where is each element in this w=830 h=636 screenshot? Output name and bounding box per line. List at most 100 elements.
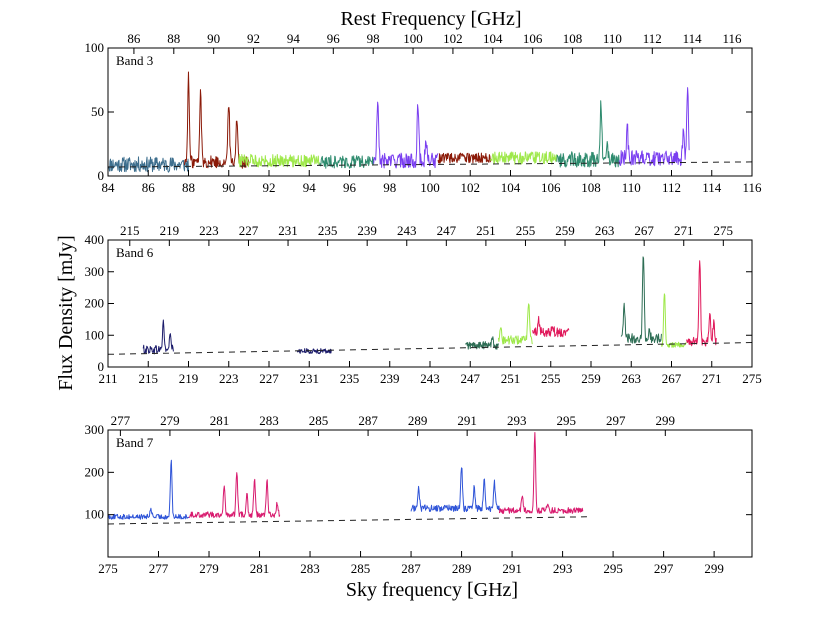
x-tick-label: 100	[420, 180, 440, 195]
x-tick-label: 267	[662, 371, 682, 386]
series-line	[108, 156, 189, 173]
top-x-tick-label: 279	[160, 413, 180, 428]
y-tick-label: 200	[85, 464, 105, 479]
series-line	[620, 256, 662, 344]
x-tick-label: 215	[139, 371, 159, 386]
x-tick-label: 255	[541, 371, 561, 386]
top-x-tick-label: 110	[603, 31, 622, 46]
x-tick-label: 239	[380, 371, 400, 386]
series-line	[437, 152, 491, 164]
top-x-tick-label: 263	[595, 223, 615, 238]
top-x-tick-label: 223	[199, 223, 219, 238]
x-tick-label: 251	[501, 371, 521, 386]
top-x-tick-label: 299	[656, 413, 676, 428]
x-tick-label: 283	[300, 561, 320, 576]
series-line	[556, 100, 620, 168]
x-tick-label: 112	[662, 180, 681, 195]
top-x-tick-label: 98	[367, 31, 380, 46]
y-axis-title: Flux Density [mJy]	[55, 235, 77, 391]
series-line	[660, 293, 687, 348]
x-tick-label: 297	[654, 561, 674, 576]
series-line	[142, 319, 174, 355]
y-tick-label: 100	[85, 507, 105, 522]
top-x-tick-label: 259	[555, 223, 575, 238]
x-tick-label: 287	[401, 561, 421, 576]
top-x-tick-label: 108	[563, 31, 583, 46]
top-x-tick-label: 243	[397, 223, 417, 238]
band-label: Band 3	[116, 53, 153, 68]
top-x-tick-label: 116	[723, 31, 743, 46]
top-x-tick-label: 227	[239, 223, 259, 238]
x-tick-label: 243	[420, 371, 440, 386]
x-tick-label: 108	[581, 180, 601, 195]
x-tick-label: 116	[742, 180, 762, 195]
panel-band-6: 211 215 219 223 227 231 235 239 243 247 251 255 259 2…	[85, 223, 762, 386]
series-line	[183, 71, 250, 169]
top-x-tick-label: 251	[476, 223, 496, 238]
x-tick-label: 275	[98, 561, 118, 576]
x-tick-label: 281	[250, 561, 270, 576]
x-tick-label: 277	[149, 561, 169, 576]
x-tick-label: 102	[461, 180, 481, 195]
panel-band-3: 84 86 88 90 92 94 96 98 100 102 104 106 108 110 112 114…	[85, 31, 763, 195]
top-x-tick-label: 293	[507, 413, 527, 428]
top-x-tick-label: 235	[318, 223, 338, 238]
top-x-tick-label: 287	[358, 413, 378, 428]
x-tick-label: 293	[553, 561, 573, 576]
continuum-line	[107, 161, 753, 168]
top-x-tick-label: 231	[278, 223, 298, 238]
top-x-tick-label: 289	[408, 413, 428, 428]
x-tick-label: 275	[742, 371, 762, 386]
y-tick-label: 300	[85, 264, 105, 279]
x-tick-label: 90	[222, 180, 235, 195]
x-tick-label: 219	[179, 371, 199, 386]
x-tick-label: 98	[383, 180, 396, 195]
bottom-axis-title: Sky frequency [GHz]	[346, 579, 518, 601]
series-line	[373, 101, 439, 169]
top-x-tick-label: 96	[327, 31, 341, 46]
plot-frame	[107, 429, 753, 558]
series-line	[108, 459, 190, 520]
top-x-tick-label: 102	[443, 31, 463, 46]
top-x-tick-label: 267	[634, 223, 654, 238]
x-tick-label: 289	[452, 561, 472, 576]
continuum-line	[107, 516, 588, 525]
x-tick-label: 94	[303, 180, 317, 195]
continuum-line	[107, 342, 753, 355]
top-x-tick-label: 297	[606, 413, 626, 428]
x-tick-label: 86	[142, 180, 156, 195]
x-tick-label: 114	[702, 180, 722, 195]
series-group	[108, 71, 690, 173]
series-line	[238, 153, 320, 168]
series-line	[318, 155, 375, 169]
series-group	[108, 431, 584, 520]
y-tick-label: 200	[85, 296, 105, 311]
panel-band-7: 275 277 279 281 283 285 287 289 291 293 295 297 299 2…	[85, 413, 753, 576]
x-tick-label: 84	[102, 180, 116, 195]
band-label: Band 7	[116, 435, 154, 450]
series-line	[497, 303, 533, 345]
series-line	[296, 348, 332, 355]
top-x-tick-label: 90	[207, 31, 220, 46]
x-tick-label: 211	[98, 371, 117, 386]
y-tick-label: 0	[98, 168, 105, 183]
series-line	[618, 87, 690, 167]
top-x-tick-label: 114	[683, 31, 703, 46]
x-tick-label: 227	[259, 371, 279, 386]
top-x-tick-label: 277	[111, 413, 131, 428]
x-tick-label: 223	[219, 371, 239, 386]
x-tick-label: 279	[199, 561, 219, 576]
x-tick-label: 96	[343, 180, 357, 195]
series-line	[410, 467, 500, 513]
series-line	[188, 472, 281, 519]
top-x-tick-label: 271	[674, 223, 694, 238]
series-line	[532, 315, 570, 338]
top-x-tick-label: 255	[516, 223, 536, 238]
y-tick-label: 50	[91, 104, 104, 119]
x-tick-label: 259	[581, 371, 601, 386]
x-tick-label: 231	[300, 371, 320, 386]
top-x-tick-label: 281	[210, 413, 230, 428]
top-x-tick-label: 100	[403, 31, 423, 46]
top-x-tick-label: 247	[437, 223, 457, 238]
